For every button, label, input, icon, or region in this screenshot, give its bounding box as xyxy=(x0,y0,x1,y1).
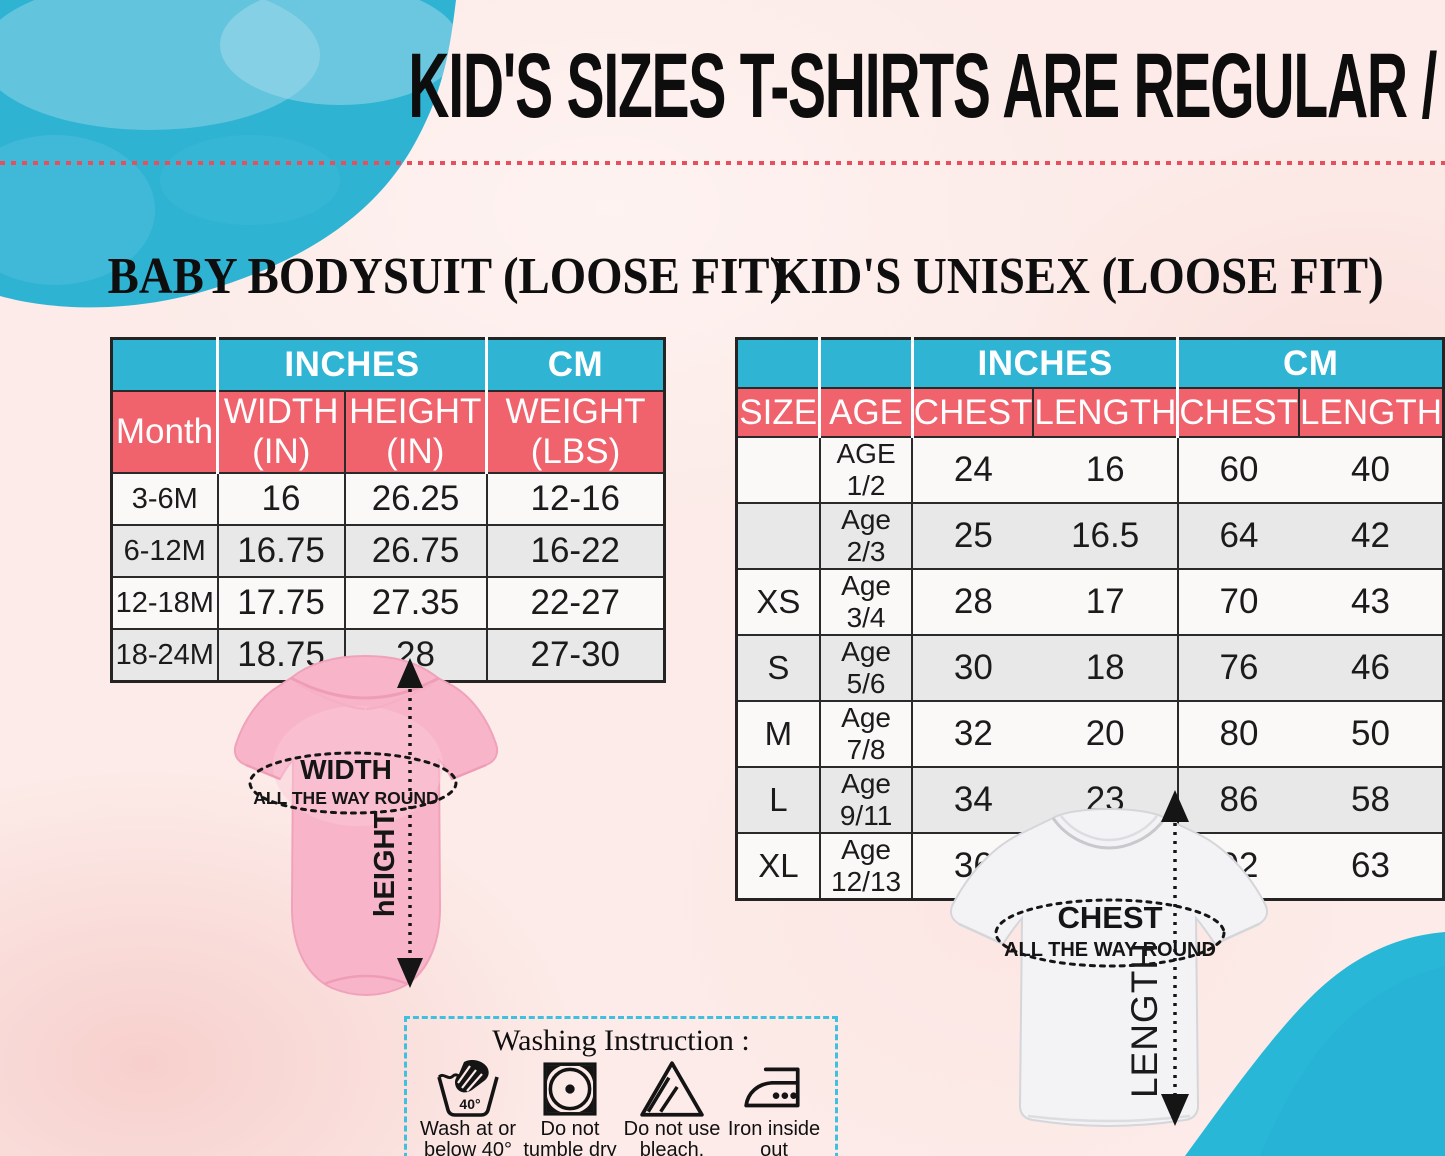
washing-item-label: Iron inside out Low Temp. xyxy=(727,1118,821,1156)
size-column-header: SIZE xyxy=(735,387,821,438)
washing-item: 40° Wash at or below 40° xyxy=(417,1060,519,1156)
table-row: S Age 5/6 30 18 76 46 xyxy=(735,634,1445,702)
baby-bodysuit-diagram: WIDTH ALL THE WAY ROUND hEIGHT xyxy=(233,654,499,997)
table-row: AGE 1/2 24 16 60 40 xyxy=(735,436,1445,504)
table-row: M Age 7/8 32 20 80 50 xyxy=(735,700,1445,768)
washing-instruction-box: Washing Instruction : 40° Wash at or bel… xyxy=(404,1016,838,1156)
table-row: 12-18M 17.75 27.35 22-27 xyxy=(110,576,666,630)
table-header-columns-row: SIZE AGE CHEST LENGTH CHEST LENGTH xyxy=(735,387,1445,438)
page-title-text: KID'S SIZES T-SHIRTS ARE REGULAR / LOOSE… xyxy=(408,35,1445,137)
do-not-bleach-icon xyxy=(640,1061,704,1117)
width-column-header: WIDTH (IN) xyxy=(216,390,346,474)
length-in-column-header: LENGTH xyxy=(1032,387,1179,438)
wash-at-or-below-40-icon: 40° xyxy=(437,1060,499,1117)
table-row: 6-12M 16.75 26.75 16-22 xyxy=(110,524,666,578)
kids-section-heading: KID'S UNISEX (LOOSE FIT) xyxy=(773,248,1384,305)
washing-instruction-heading: Washing Instruction : xyxy=(492,1024,750,1057)
washing-item-label: Do not tumble dry xyxy=(523,1118,617,1156)
page-title: KID'S SIZES T-SHIRTS ARE REGULAR / LOOSE… xyxy=(0,35,1445,137)
washing-item-label: Do not use bleach. xyxy=(623,1118,721,1156)
cm-group-header: CM xyxy=(1176,337,1445,389)
weight-column-header: WEIGHT (LBS) xyxy=(485,390,666,474)
teal-wave-blob-bottom-right xyxy=(1185,932,1445,1156)
washing-item: Do not use bleach. xyxy=(621,1060,723,1156)
length-cm-column-header: LENGTH xyxy=(1298,387,1445,438)
width-label: WIDTH xyxy=(300,754,392,785)
wash-temp-label: 40° xyxy=(459,1096,480,1112)
header-corner-cell xyxy=(735,337,821,389)
header-corner-cell xyxy=(110,337,219,392)
table-header-units-row: INCHES CM xyxy=(735,337,1445,389)
age-column-header: AGE xyxy=(818,387,914,438)
bodysuit-shape xyxy=(233,654,499,997)
teal-watercolor-blob-top-left xyxy=(0,0,456,308)
chest-cm-column-header: CHEST xyxy=(1176,387,1301,438)
iron-inside-out-low-temp-icon xyxy=(744,1067,800,1108)
table-header-units-row: INCHES CM xyxy=(110,337,666,392)
month-column-header: Month xyxy=(110,390,219,474)
header-corner-cell xyxy=(818,337,914,389)
table-row: Age 2/3 25 16.5 64 42 xyxy=(735,502,1445,570)
washing-item: Iron inside out Low Temp. xyxy=(723,1060,825,1156)
table-row: 18-24M 18.75 28 27-30 xyxy=(110,628,666,683)
do-not-tumble-dry-icon xyxy=(543,1062,597,1116)
height-column-header: HEIGHT (IN) xyxy=(343,390,488,474)
table-row: XL Age 12/13 36 25 92 63 xyxy=(735,832,1445,901)
cm-group-header: CM xyxy=(485,337,666,392)
baby-section-heading: BABY BODYSUIT (LOOSE FIT) xyxy=(107,248,786,305)
inches-group-header: INCHES xyxy=(910,337,1179,389)
height-label: hEIGHT xyxy=(369,811,401,918)
table-row: XS Age 3/4 28 17 70 43 xyxy=(735,568,1445,636)
width-measure-ellipse xyxy=(248,751,458,815)
red-dashed-divider xyxy=(0,161,1445,165)
table-row: L Age 9/11 34 23 86 58 xyxy=(735,766,1445,834)
washing-item-label: Wash at or below 40° xyxy=(420,1118,516,1156)
table-row: 3-6M 16 26.25 12-16 xyxy=(110,472,666,526)
width-round-label: ALL THE WAY ROUND xyxy=(253,788,438,808)
inches-group-header: INCHES xyxy=(216,337,488,392)
chest-in-column-header: CHEST xyxy=(910,387,1035,438)
kids-unisex-size-table: INCHES CM SIZE AGE CHEST LENGTH CHEST LE… xyxy=(735,337,1445,901)
washing-item: Do not tumble dry xyxy=(519,1060,621,1156)
washing-icons-row: 40° Wash at or below 40° xyxy=(407,1058,835,1156)
baby-bodysuit-size-table: INCHES CM Month WIDTH (IN) HEIGHT (IN) W… xyxy=(110,337,666,683)
table-header-columns-row: Month WIDTH (IN) HEIGHT (IN) WEIGHT (LBS… xyxy=(110,390,666,474)
